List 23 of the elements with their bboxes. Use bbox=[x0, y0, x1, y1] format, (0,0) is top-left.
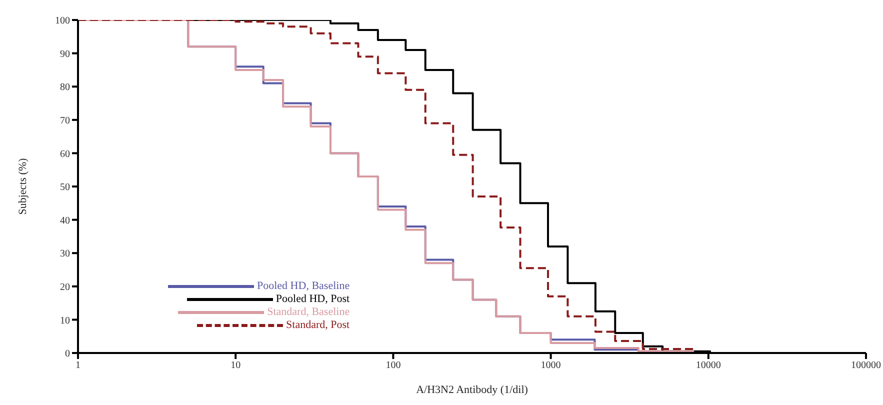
y-tick-label: 40 bbox=[60, 215, 70, 226]
y-tick-label: 80 bbox=[60, 82, 70, 94]
y-tick-label: 10 bbox=[60, 315, 70, 326]
y-tick-label: 100 bbox=[55, 16, 70, 27]
x-tick-label: 100 bbox=[386, 360, 401, 372]
y-tick-label: 70 bbox=[60, 115, 70, 126]
y-tick-label: 30 bbox=[60, 248, 70, 260]
y-tick-label: 20 bbox=[60, 282, 70, 293]
text: Pooled HD, Post bbox=[276, 293, 350, 306]
text: Standard, Baseline bbox=[267, 306, 350, 319]
x-tick-label: 100000 bbox=[851, 360, 881, 372]
y-tick-label: 50 bbox=[60, 182, 70, 194]
text: Standard, Post bbox=[286, 319, 350, 332]
x-tick-label: 1000 bbox=[540, 360, 561, 372]
y-tick-label: 60 bbox=[60, 148, 70, 160]
x-axis-title: A/H3N2 Antibody (1/dil) bbox=[416, 384, 528, 396]
x-tick-label: 10000 bbox=[696, 360, 721, 372]
y-tick-label: 90 bbox=[60, 48, 70, 60]
x-tick-label: 1 bbox=[76, 360, 80, 372]
x-tick-label: 10 bbox=[230, 360, 241, 372]
y-axis-title: Subjects (%) bbox=[16, 158, 29, 215]
text: Pooled HD, Baseline bbox=[257, 280, 350, 293]
y-tick-label: 0 bbox=[65, 348, 70, 360]
